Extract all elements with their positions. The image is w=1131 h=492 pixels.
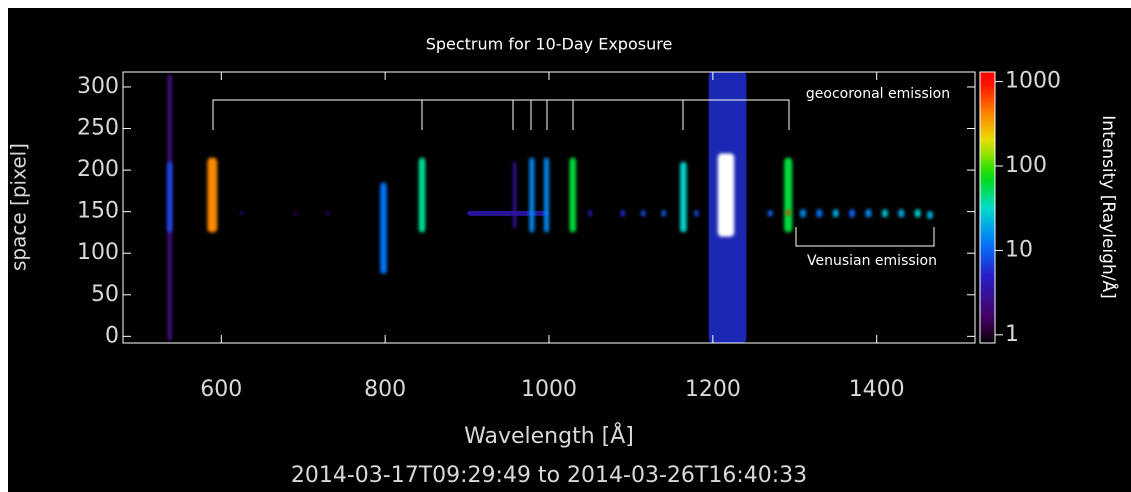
emission-feature xyxy=(418,157,426,233)
emission-feature xyxy=(569,157,577,233)
colorbar-tick-label: 1 xyxy=(1005,322,1019,347)
colorbar-label: Intensity [Rayleigh/Å] xyxy=(1098,115,1120,298)
emission-feature xyxy=(641,209,646,217)
colorbar-tick-label: 1000 xyxy=(1005,69,1061,94)
emission-feature xyxy=(865,209,872,218)
x-tick-label: 1000 xyxy=(521,377,577,402)
emission-feature xyxy=(786,209,790,216)
emission-feature xyxy=(380,182,387,275)
emission-feature xyxy=(694,209,699,217)
emission-feature xyxy=(661,209,666,217)
emission-feature xyxy=(927,210,933,220)
emission-feature xyxy=(849,209,855,218)
emission-feature xyxy=(784,157,793,233)
emission-feature xyxy=(167,161,173,233)
chart-title: Spectrum for 10-Day Exposure xyxy=(426,35,673,54)
emission-feature xyxy=(717,153,735,237)
emission-feature xyxy=(529,157,535,233)
y-tick-label: 300 xyxy=(77,74,119,99)
emission-feature xyxy=(240,210,244,216)
emission-feature xyxy=(293,210,297,216)
x-tick-label: 1200 xyxy=(685,377,741,402)
x-tick-label: 1400 xyxy=(849,377,905,402)
emission-feature xyxy=(914,209,921,218)
geocoronal-bracket xyxy=(212,99,790,130)
emission-feature xyxy=(544,157,549,233)
annotation: Venusian emission xyxy=(807,253,937,269)
emission-feature xyxy=(588,209,592,217)
venusian-bracket xyxy=(795,227,935,247)
y-tick-label: 250 xyxy=(77,116,119,141)
subtitle: 2014-03-17T09:29:49 to 2014-03-26T16:40:… xyxy=(291,463,807,488)
colorbar-tick-label: 100 xyxy=(1005,153,1047,178)
emission-feature xyxy=(898,209,905,218)
x-axis-label: Wavelength [Å] xyxy=(464,422,634,449)
y-tick-label: 150 xyxy=(77,199,119,224)
colorbar-tick-label: 10 xyxy=(1005,237,1033,262)
background xyxy=(8,8,1131,492)
y-axis-label: space [pixel] xyxy=(7,143,31,271)
x-tick-label: 600 xyxy=(200,377,242,402)
emission-feature xyxy=(767,209,773,217)
y-tick-label: 200 xyxy=(77,157,119,182)
emission-feature xyxy=(467,210,549,216)
colorbar xyxy=(979,71,996,344)
emission-feature xyxy=(816,209,823,218)
emission-feature xyxy=(882,209,888,218)
emission-feature xyxy=(326,210,330,216)
emission-feature xyxy=(207,157,218,233)
y-tick-label: 100 xyxy=(77,240,119,265)
emission-feature xyxy=(832,209,839,218)
emission-feature xyxy=(512,161,517,229)
y-tick-label: 50 xyxy=(91,282,119,307)
y-tick-label: 0 xyxy=(105,323,119,348)
x-tick-label: 800 xyxy=(364,377,406,402)
emission-feature xyxy=(800,209,806,218)
annotation: geocoronal emission xyxy=(806,86,950,102)
emission-feature xyxy=(620,209,625,217)
plot-area xyxy=(167,72,933,343)
emission-feature xyxy=(680,161,687,233)
